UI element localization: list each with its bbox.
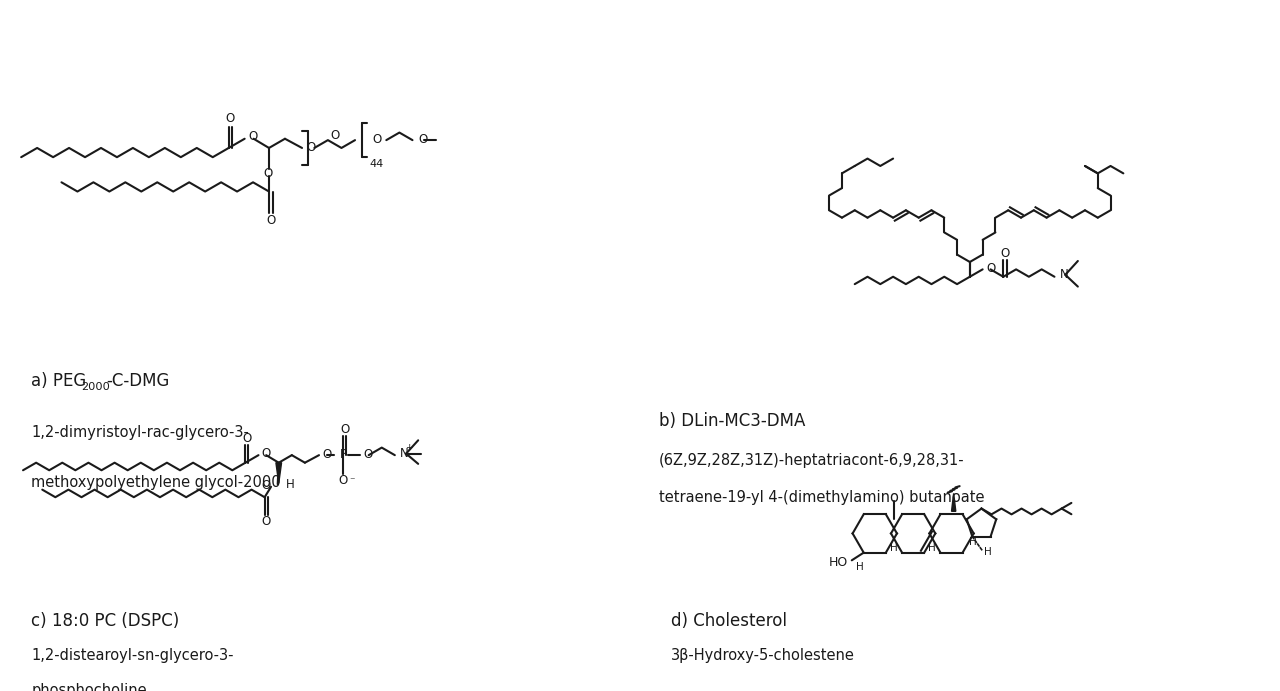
Text: H: H	[285, 477, 294, 491]
Text: H: H	[856, 562, 864, 572]
Text: O: O	[264, 167, 273, 180]
Text: O: O	[986, 262, 996, 275]
Text: -C-DMG: -C-DMG	[106, 372, 169, 390]
Text: +: +	[404, 444, 412, 453]
Text: O: O	[364, 448, 372, 461]
Text: phosphocholine: phosphocholine	[31, 683, 147, 691]
Text: ⁻: ⁻	[349, 475, 355, 486]
Text: O: O	[248, 130, 257, 143]
Text: N: N	[1060, 268, 1068, 281]
Text: O: O	[262, 479, 271, 492]
Text: O: O	[261, 446, 271, 460]
Text: O: O	[323, 448, 332, 461]
Text: 44: 44	[369, 159, 383, 169]
Text: O: O	[1000, 247, 1010, 260]
Text: O: O	[338, 474, 348, 487]
Text: O: O	[242, 432, 252, 444]
Text: O: O	[261, 515, 271, 529]
Text: d) Cholesterol: d) Cholesterol	[671, 612, 787, 630]
Text: H: H	[984, 547, 992, 556]
Text: O: O	[340, 423, 349, 436]
Text: H: H	[969, 537, 977, 547]
Text: 2000: 2000	[82, 381, 110, 392]
Text: 1,2-distearoyl-sn-glycero-3-: 1,2-distearoyl-sn-glycero-3-	[31, 648, 234, 663]
Text: O: O	[225, 113, 236, 125]
Text: 3β-Hydroxy-5-cholestene: 3β-Hydroxy-5-cholestene	[671, 648, 855, 663]
Text: c) 18:0 PC (DSPC): c) 18:0 PC (DSPC)	[31, 612, 179, 630]
Text: b) DLin-MC3-DMA: b) DLin-MC3-DMA	[659, 412, 805, 430]
Text: HO: HO	[829, 556, 849, 569]
Text: O: O	[419, 133, 428, 146]
Text: O: O	[266, 214, 275, 227]
Text: H: H	[928, 543, 936, 553]
Text: P: P	[339, 448, 347, 461]
Polygon shape	[276, 463, 282, 483]
Text: methoxypolyethylene glycol-2000: methoxypolyethylene glycol-2000	[31, 475, 280, 490]
Polygon shape	[951, 493, 956, 511]
Text: a) PEG: a) PEG	[31, 372, 87, 390]
Text: O: O	[372, 133, 381, 146]
Text: O: O	[306, 141, 315, 154]
Text: 1,2-dimyristoyl-rac-glycero-3-: 1,2-dimyristoyl-rac-glycero-3-	[31, 425, 250, 440]
Text: tetraene-19-yl 4-(dimethylamino) butanoate: tetraene-19-yl 4-(dimethylamino) butanoa…	[659, 491, 984, 505]
Text: H: H	[890, 543, 897, 553]
Text: O: O	[330, 129, 339, 142]
Text: (6Z,9Z,28Z,31Z)-heptatriacont-6,9,28,31-: (6Z,9Z,28Z,31Z)-heptatriacont-6,9,28,31-	[659, 453, 964, 468]
Text: N: N	[399, 446, 408, 460]
